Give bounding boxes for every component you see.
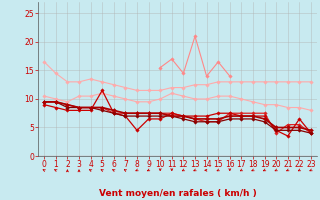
- X-axis label: Vent moyen/en rafales ( km/h ): Vent moyen/en rafales ( km/h ): [99, 189, 256, 198]
